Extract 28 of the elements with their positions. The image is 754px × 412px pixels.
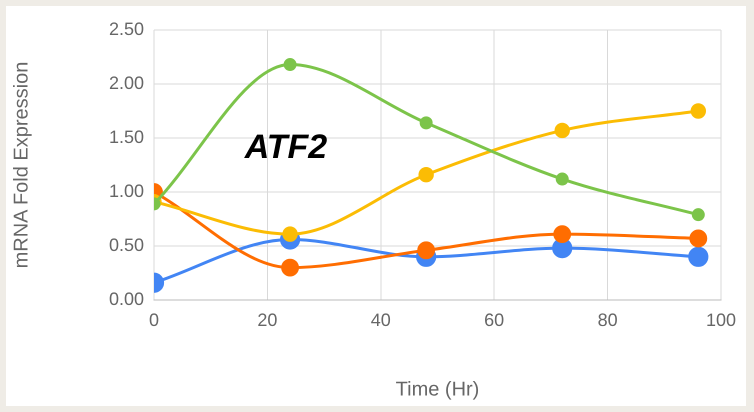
point — [689, 230, 708, 248]
x-tick-label: 60 — [484, 310, 504, 330]
y-tick-label: 2.00 — [108, 72, 144, 93]
point — [417, 241, 436, 260]
point — [692, 208, 705, 222]
x-tick-label: 40 — [370, 310, 391, 330]
x-tick-label: 20 — [257, 310, 278, 330]
y-tick-label: 1.50 — [108, 126, 144, 147]
annotation: ATF2 — [244, 128, 328, 166]
point — [556, 172, 569, 186]
point — [284, 58, 297, 72]
point — [281, 258, 299, 276]
y-axis-title: mRNA Fold Expression — [10, 62, 33, 268]
x-tick-label: 0 — [148, 310, 160, 330]
x-tick-label: 80 — [598, 310, 618, 330]
y-tick-label: 2.50 — [108, 18, 144, 39]
y-tick-label: 0.50 — [108, 234, 144, 255]
point — [420, 116, 433, 130]
point — [690, 103, 706, 119]
point — [553, 225, 572, 244]
point — [688, 246, 708, 267]
x-tick-label: 100 — [706, 310, 736, 330]
y-tick-label: 0.00 — [108, 288, 144, 309]
point — [554, 122, 570, 138]
point — [418, 167, 434, 182]
x-axis-title: Time (Hr) — [396, 378, 480, 401]
y-tick-label: 1.00 — [108, 180, 144, 201]
point — [282, 226, 298, 242]
